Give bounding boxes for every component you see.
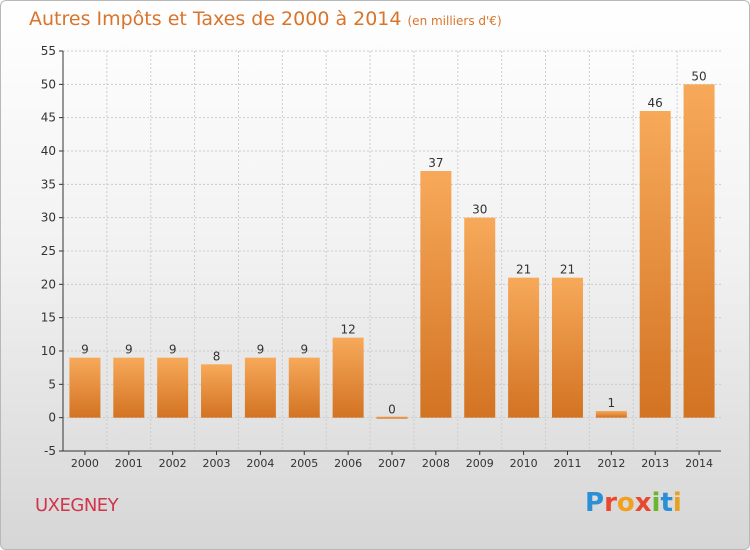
- y-tick-label: 15: [41, 311, 56, 325]
- y-tick-label: 35: [41, 177, 56, 191]
- bar: [508, 277, 540, 418]
- bar: [244, 357, 276, 418]
- data-label: 50: [691, 69, 706, 83]
- x-tick-label: 2004: [246, 457, 274, 470]
- x-tick-label: 2003: [203, 457, 231, 470]
- data-label: 9: [125, 343, 133, 357]
- y-tick-label: -5: [44, 444, 56, 458]
- chart-title-unit: (en milliers d'€): [407, 14, 502, 28]
- y-tick-label: 20: [41, 277, 56, 291]
- bar: [420, 171, 452, 418]
- bar: [376, 416, 408, 419]
- commune-name: UXEGNEY: [35, 495, 119, 516]
- bar: [464, 217, 496, 418]
- data-label: 8: [213, 349, 221, 363]
- data-label: 46: [648, 96, 663, 110]
- x-tick-label: 2001: [115, 457, 143, 470]
- data-label: 21: [560, 263, 575, 277]
- y-tick-label: 50: [41, 77, 56, 91]
- x-tick-label: 2014: [685, 457, 713, 470]
- x-tick-label: 2007: [378, 457, 406, 470]
- chart-title: Autres Impôts et Taxes de 2000 à 2014 (en…: [29, 8, 502, 30]
- data-label: 37: [428, 156, 443, 170]
- bar: [332, 337, 364, 418]
- data-label: 1: [608, 396, 616, 410]
- data-label: 9: [81, 343, 89, 357]
- data-label: 30: [472, 203, 487, 217]
- x-tick-label: 2011: [553, 457, 581, 470]
- x-tick-label: 2006: [334, 457, 362, 470]
- x-tick-label: 2009: [466, 457, 494, 470]
- y-tick-label: 30: [41, 211, 56, 225]
- x-tick-label: 2012: [597, 457, 625, 470]
- bar: [639, 111, 671, 418]
- data-label: 21: [516, 263, 531, 277]
- data-label: 9: [169, 343, 177, 357]
- x-tick-label: 2013: [641, 457, 669, 470]
- x-tick-label: 2005: [290, 457, 318, 470]
- y-tick-label: 5: [48, 377, 56, 391]
- x-tick-label: 2008: [422, 457, 450, 470]
- data-label: 0: [388, 403, 396, 417]
- bar: [157, 357, 189, 418]
- y-tick-label: 55: [41, 44, 56, 58]
- bar: [288, 357, 320, 418]
- bar: [113, 357, 145, 418]
- x-tick-label: 2002: [159, 457, 187, 470]
- chart-title-text: Autres Impôts et Taxes de 2000 à 2014: [29, 8, 402, 30]
- y-tick-label: 0: [48, 411, 56, 425]
- y-tick-label: 40: [41, 144, 56, 158]
- bar: [69, 357, 101, 418]
- data-label: 12: [340, 323, 355, 337]
- x-tick-label: 2000: [71, 457, 99, 470]
- data-label: 9: [257, 343, 265, 357]
- y-tick-label: 10: [41, 344, 56, 358]
- bar: [683, 84, 715, 418]
- x-tick-label: 2010: [510, 457, 538, 470]
- data-label: 9: [300, 343, 308, 357]
- proxiti-logo: Proxiti: [585, 488, 682, 518]
- y-tick-label: 45: [41, 111, 56, 125]
- bar: [595, 411, 627, 418]
- y-tick-label: 25: [41, 244, 56, 258]
- bar: [201, 364, 233, 418]
- bar: [551, 277, 583, 418]
